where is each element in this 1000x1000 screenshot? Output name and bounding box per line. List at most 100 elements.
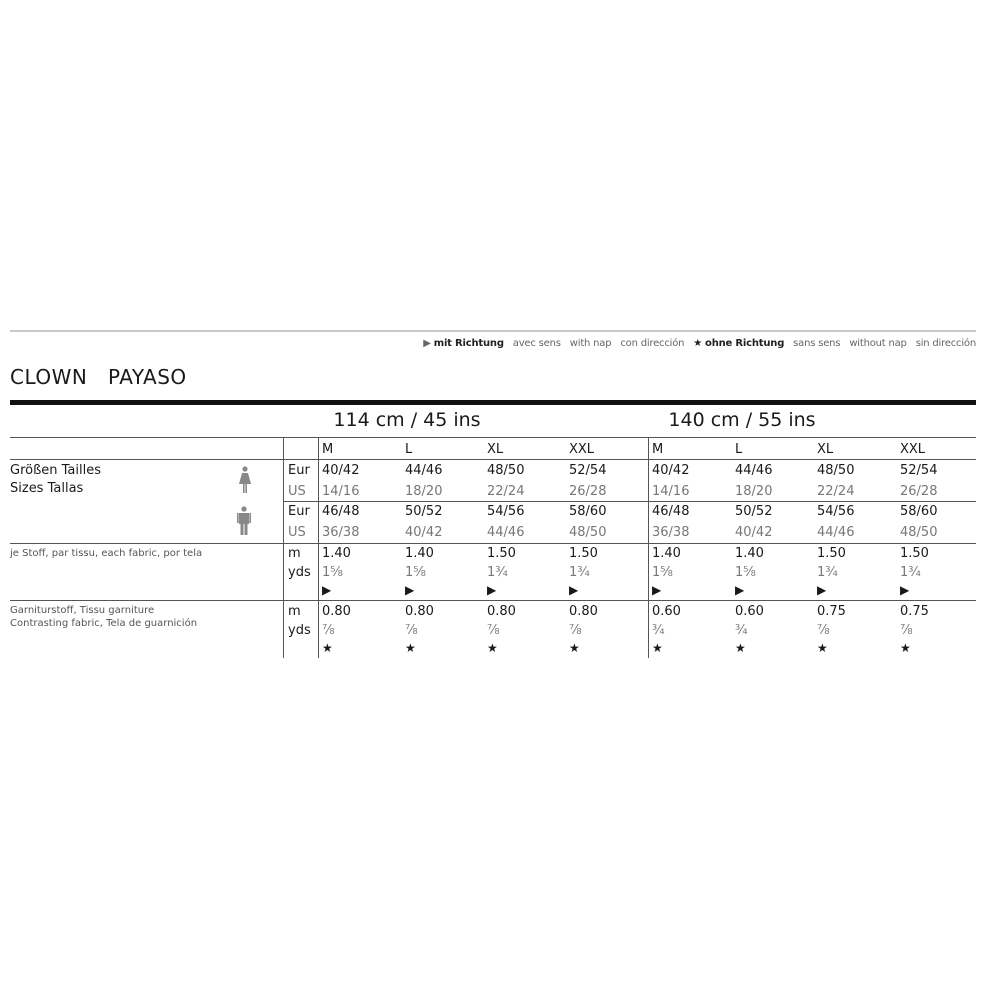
contrast_fabric-yards: ⅞ <box>405 623 418 638</box>
size-header: XXL <box>900 442 926 457</box>
main_fabric-yards: 1⅝ <box>735 565 756 580</box>
main_fabric-meters: 1.50 <box>569 546 598 561</box>
table-line <box>283 501 976 502</box>
main_fabric-meters: 1.40 <box>405 546 434 561</box>
women-eur-size: 44/46 <box>735 463 773 478</box>
star-icon: ★ <box>322 641 333 655</box>
men-eur-size: 46/48 <box>322 504 360 519</box>
star-icon: ★ <box>405 641 416 655</box>
women-us-size: 18/20 <box>735 484 773 499</box>
women-eur-size: 48/50 <box>817 463 855 478</box>
main_fabric-yards: 1⅝ <box>405 565 426 580</box>
contrast_fabric-meters: 0.80 <box>569 604 598 619</box>
star-icon: ★ <box>900 641 911 655</box>
play-triangle-icon: ▶ <box>322 583 332 597</box>
men-eur-size: 54/56 <box>487 504 525 519</box>
women-eur-size: 52/54 <box>569 463 607 478</box>
legend-with-nap-en: with nap <box>569 338 612 349</box>
women-us-size: 22/24 <box>487 484 525 499</box>
men-eur-size: 50/52 <box>405 504 443 519</box>
fabric-width-114: 114 cm / 45 ins <box>333 409 481 431</box>
size-system-label: US <box>288 525 306 540</box>
size-header: L <box>735 442 743 457</box>
contrast_fabric-yards: ⅞ <box>817 623 830 638</box>
women-us-size: 14/16 <box>652 484 690 499</box>
table-line <box>10 459 976 460</box>
main_fabric-yards: 1¾ <box>487 565 508 580</box>
size-header: M <box>322 442 334 457</box>
table-line <box>10 543 976 544</box>
play-triangle-icon: ▶ <box>735 583 745 597</box>
size-header: XL <box>487 442 504 457</box>
table-line <box>10 437 976 438</box>
women-us-size: 22/24 <box>817 484 855 499</box>
main_fabric-meters: 1.50 <box>900 546 929 561</box>
contrast_fabric-meters: 0.60 <box>735 604 764 619</box>
top-divider <box>10 330 976 332</box>
star-icon: ★ <box>569 641 580 655</box>
women-eur-size: 44/46 <box>405 463 443 478</box>
size-system-label: Eur <box>288 463 310 478</box>
man-figure-icon <box>237 506 251 540</box>
men-us-size: 40/42 <box>405 525 443 540</box>
men-eur-size: 58/60 <box>569 504 607 519</box>
legend-without-nap-en: without nap <box>849 338 907 349</box>
legend-without-nap-fr: sans sens <box>793 338 841 349</box>
contrast_fabric-meters: 0.80 <box>487 604 516 619</box>
play-triangle-icon: ▶ <box>423 338 431 349</box>
table-line <box>318 437 319 658</box>
main_fabric-meters: 1.50 <box>817 546 846 561</box>
contrast_fabric-yards: ⅞ <box>487 623 500 638</box>
men-eur-size: 46/48 <box>652 504 690 519</box>
legend-with-nap-fr: avec sens <box>512 338 561 349</box>
table-line <box>283 437 284 658</box>
women-us-size: 26/28 <box>569 484 607 499</box>
table-line <box>648 437 649 658</box>
men-eur-size: 50/52 <box>735 504 773 519</box>
contrast_fabric-yards: ⅞ <box>569 623 582 638</box>
size-header: M <box>652 442 664 457</box>
main_fabric-yards: 1¾ <box>569 565 590 580</box>
contrast_fabric-meters: 0.75 <box>900 604 929 619</box>
women-us-size: 14/16 <box>322 484 360 499</box>
play-triangle-icon: ▶ <box>817 583 827 597</box>
men-eur-size: 54/56 <box>817 504 855 519</box>
size-header: L <box>405 442 413 457</box>
woman-figure-icon <box>238 466 252 498</box>
legend-with-nap-de: mit Richtung <box>433 338 504 349</box>
title-bar <box>10 400 976 405</box>
size-system-label: Eur <box>288 504 310 519</box>
legend-without-nap-es: sin dirección <box>915 338 977 349</box>
play-triangle-icon: ▶ <box>405 583 415 597</box>
fabric-width-140: 140 cm / 55 ins <box>668 409 816 431</box>
contrast-fabric-label: Garniturstoff, Tissu garniture <box>10 605 155 616</box>
star-icon: ★ <box>487 641 498 655</box>
main_fabric-yards: 1¾ <box>817 565 838 580</box>
star-icon: ★ <box>652 641 663 655</box>
play-triangle-icon: ▶ <box>487 583 497 597</box>
women-eur-size: 52/54 <box>900 463 938 478</box>
contrast_fabric-meters: 0.80 <box>322 604 351 619</box>
contrast_fabric-meters: 0.60 <box>652 604 681 619</box>
men-us-size: 48/50 <box>900 525 938 540</box>
play-triangle-icon: ▶ <box>569 583 579 597</box>
men-us-size: 44/46 <box>817 525 855 540</box>
women-us-size: 26/28 <box>900 484 938 499</box>
men-eur-size: 58/60 <box>900 504 938 519</box>
contrast_fabric-yards: ⅞ <box>322 623 335 638</box>
size-label: Sizes Tallas <box>10 481 84 496</box>
contrast_fabric-yards: ¾ <box>652 623 665 638</box>
size-label: Größen Tailles <box>10 463 102 478</box>
women-eur-size: 48/50 <box>487 463 525 478</box>
size-header: XXL <box>569 442 595 457</box>
unit-label: m <box>288 546 301 561</box>
men-us-size: 48/50 <box>569 525 607 540</box>
unit-label: yds <box>288 565 311 580</box>
men-us-size: 36/38 <box>322 525 360 540</box>
women-eur-size: 40/42 <box>322 463 360 478</box>
main_fabric-meters: 1.40 <box>652 546 681 561</box>
contrast_fabric-yards: ¾ <box>735 623 748 638</box>
star-icon: ★ <box>693 338 703 349</box>
men-us-size: 36/38 <box>652 525 690 540</box>
main_fabric-meters: 1.50 <box>487 546 516 561</box>
